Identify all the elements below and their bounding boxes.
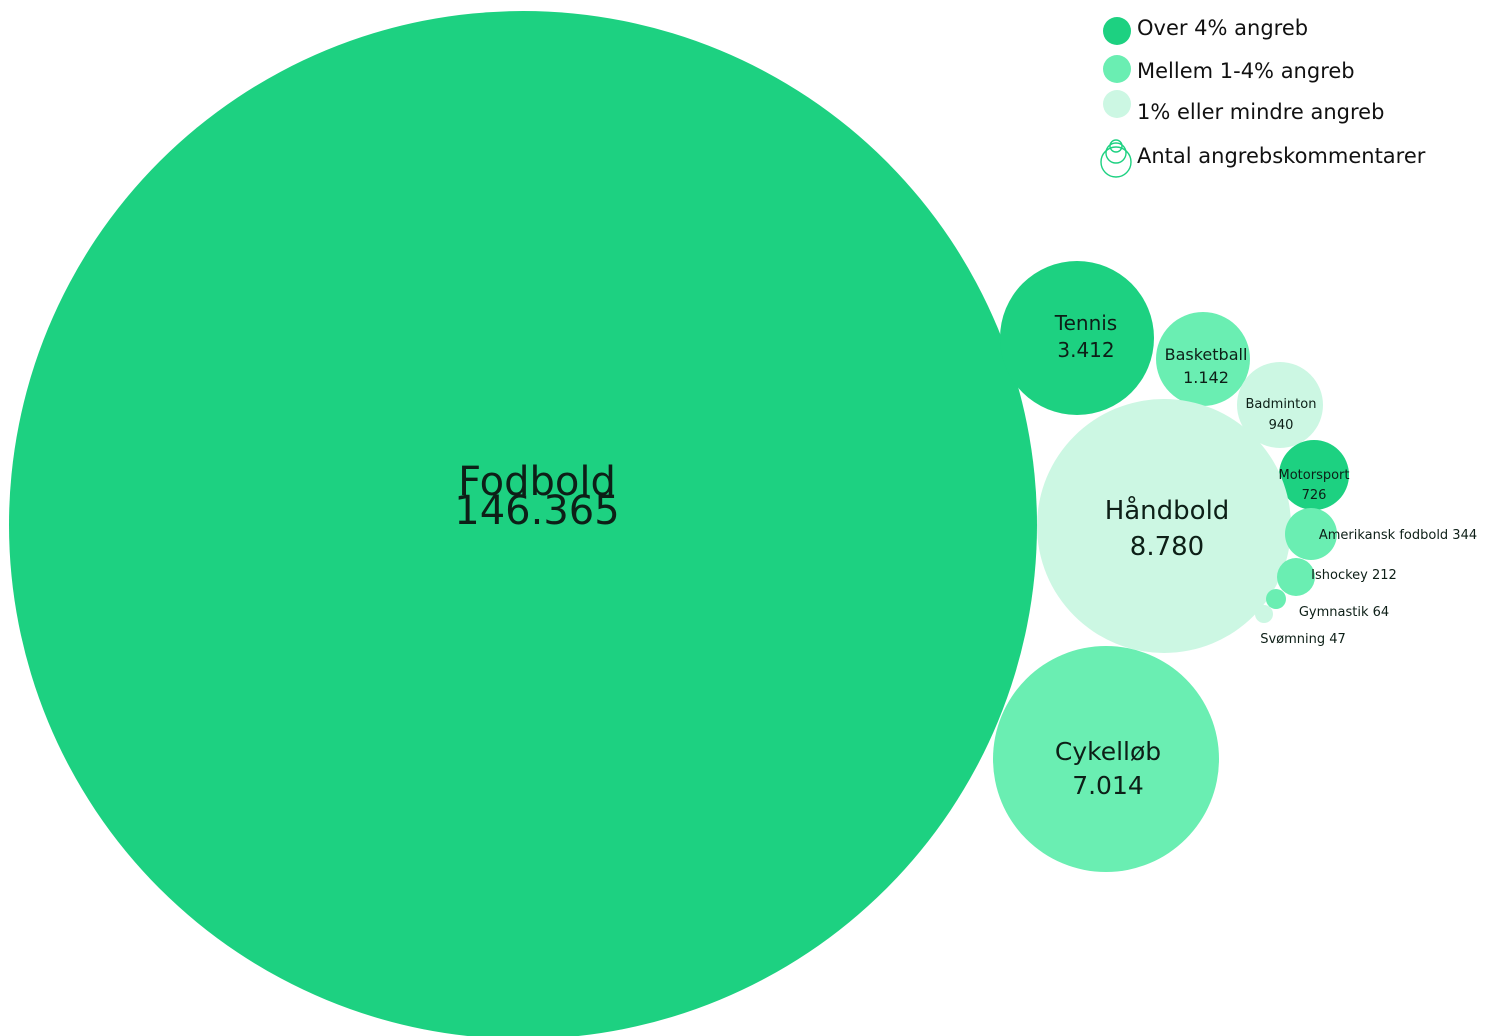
- bubble-cykelloeb: [993, 646, 1219, 872]
- bubble-amerikansk-fodbold: [1285, 508, 1337, 560]
- bubble-value-haandbold: 8.780: [1130, 532, 1204, 562]
- bubble-label-gymnastik: Gymnastik 64: [1299, 605, 1389, 620]
- bubble-name-fodbold: Fodbold: [458, 459, 616, 505]
- legend-swatch-mid: [1103, 55, 1131, 83]
- bubble-value-tennis: 3.412: [1057, 338, 1114, 362]
- bubble-label-haandbold: Håndbold 8.780: [1105, 495, 1230, 562]
- bubble-motorsport: [1279, 440, 1349, 510]
- legend: Over 4% angreb Mellem 1-4% angreb 1% ell…: [1100, 16, 1426, 178]
- bubble-name-motorsport: Motorsport: [1279, 468, 1350, 483]
- bubble-name-haandbold: Håndbold: [1105, 495, 1230, 526]
- bubble-name-tennis: Tennis: [1054, 311, 1117, 335]
- bubble-label-badminton: Badminton 940: [1246, 397, 1317, 433]
- bubble-name-badminton: Badminton: [1246, 397, 1317, 412]
- legend-label-size: Antal angrebskommentarer: [1137, 144, 1426, 168]
- legend-swatch-high: [1103, 17, 1131, 45]
- bubble-label-amerikansk-fodbold: Amerikansk fodbold 344: [1319, 528, 1477, 543]
- bubble-badminton: [1237, 362, 1323, 448]
- bubble-basketball: [1156, 312, 1250, 406]
- bubble-value-basketball: 1.142: [1183, 368, 1229, 387]
- bubble-name-cykelloeb: Cykelløb: [1055, 737, 1161, 766]
- legend-label-high: Over 4% angreb: [1137, 16, 1308, 40]
- bubble-label-svoemning: Svømning 47: [1260, 632, 1346, 647]
- bubble-fodbold: [9, 11, 1037, 1036]
- bubble-label-basketball: Basketball 1.142: [1165, 345, 1248, 387]
- bubble-label-motorsport: Motorsport 726: [1279, 468, 1350, 503]
- bubble-label-fodbold: Fodbold 146.365: [454, 459, 619, 534]
- nested-circles-icon: [1100, 139, 1132, 178]
- bubble-name-basketball: Basketball: [1165, 345, 1248, 364]
- bubble-label-cykelloeb: Cykelløb 7.014: [1055, 737, 1161, 800]
- legend-label-low: 1% eller mindre angreb: [1137, 100, 1384, 124]
- bubble-tennis: [1000, 261, 1154, 415]
- bubble-ishockey: [1277, 558, 1315, 596]
- bubble-value-cykelloeb: 7.014: [1072, 771, 1144, 800]
- bubble-gymnastik: [1266, 589, 1286, 609]
- bubble-labels-group: Fodbold 146.365 Tennis 3.412 Basketball 1.142…: [454, 311, 1477, 800]
- bubbles-group: [9, 11, 1349, 1036]
- bubble-haandbold: [1037, 399, 1291, 653]
- legend-swatch-low: [1103, 90, 1131, 118]
- bubble-svoemning: [1255, 605, 1273, 623]
- bubble-value-motorsport: 726: [1302, 488, 1327, 503]
- bubble-value-fodbold: 146.365: [454, 488, 619, 534]
- legend-label-mid: Mellem 1-4% angreb: [1137, 59, 1355, 83]
- bubble-label-ishockey: Ishockey 212: [1311, 568, 1397, 583]
- bubble-label-tennis: Tennis 3.412: [1054, 311, 1117, 362]
- bubble-value-badminton: 940: [1269, 418, 1294, 433]
